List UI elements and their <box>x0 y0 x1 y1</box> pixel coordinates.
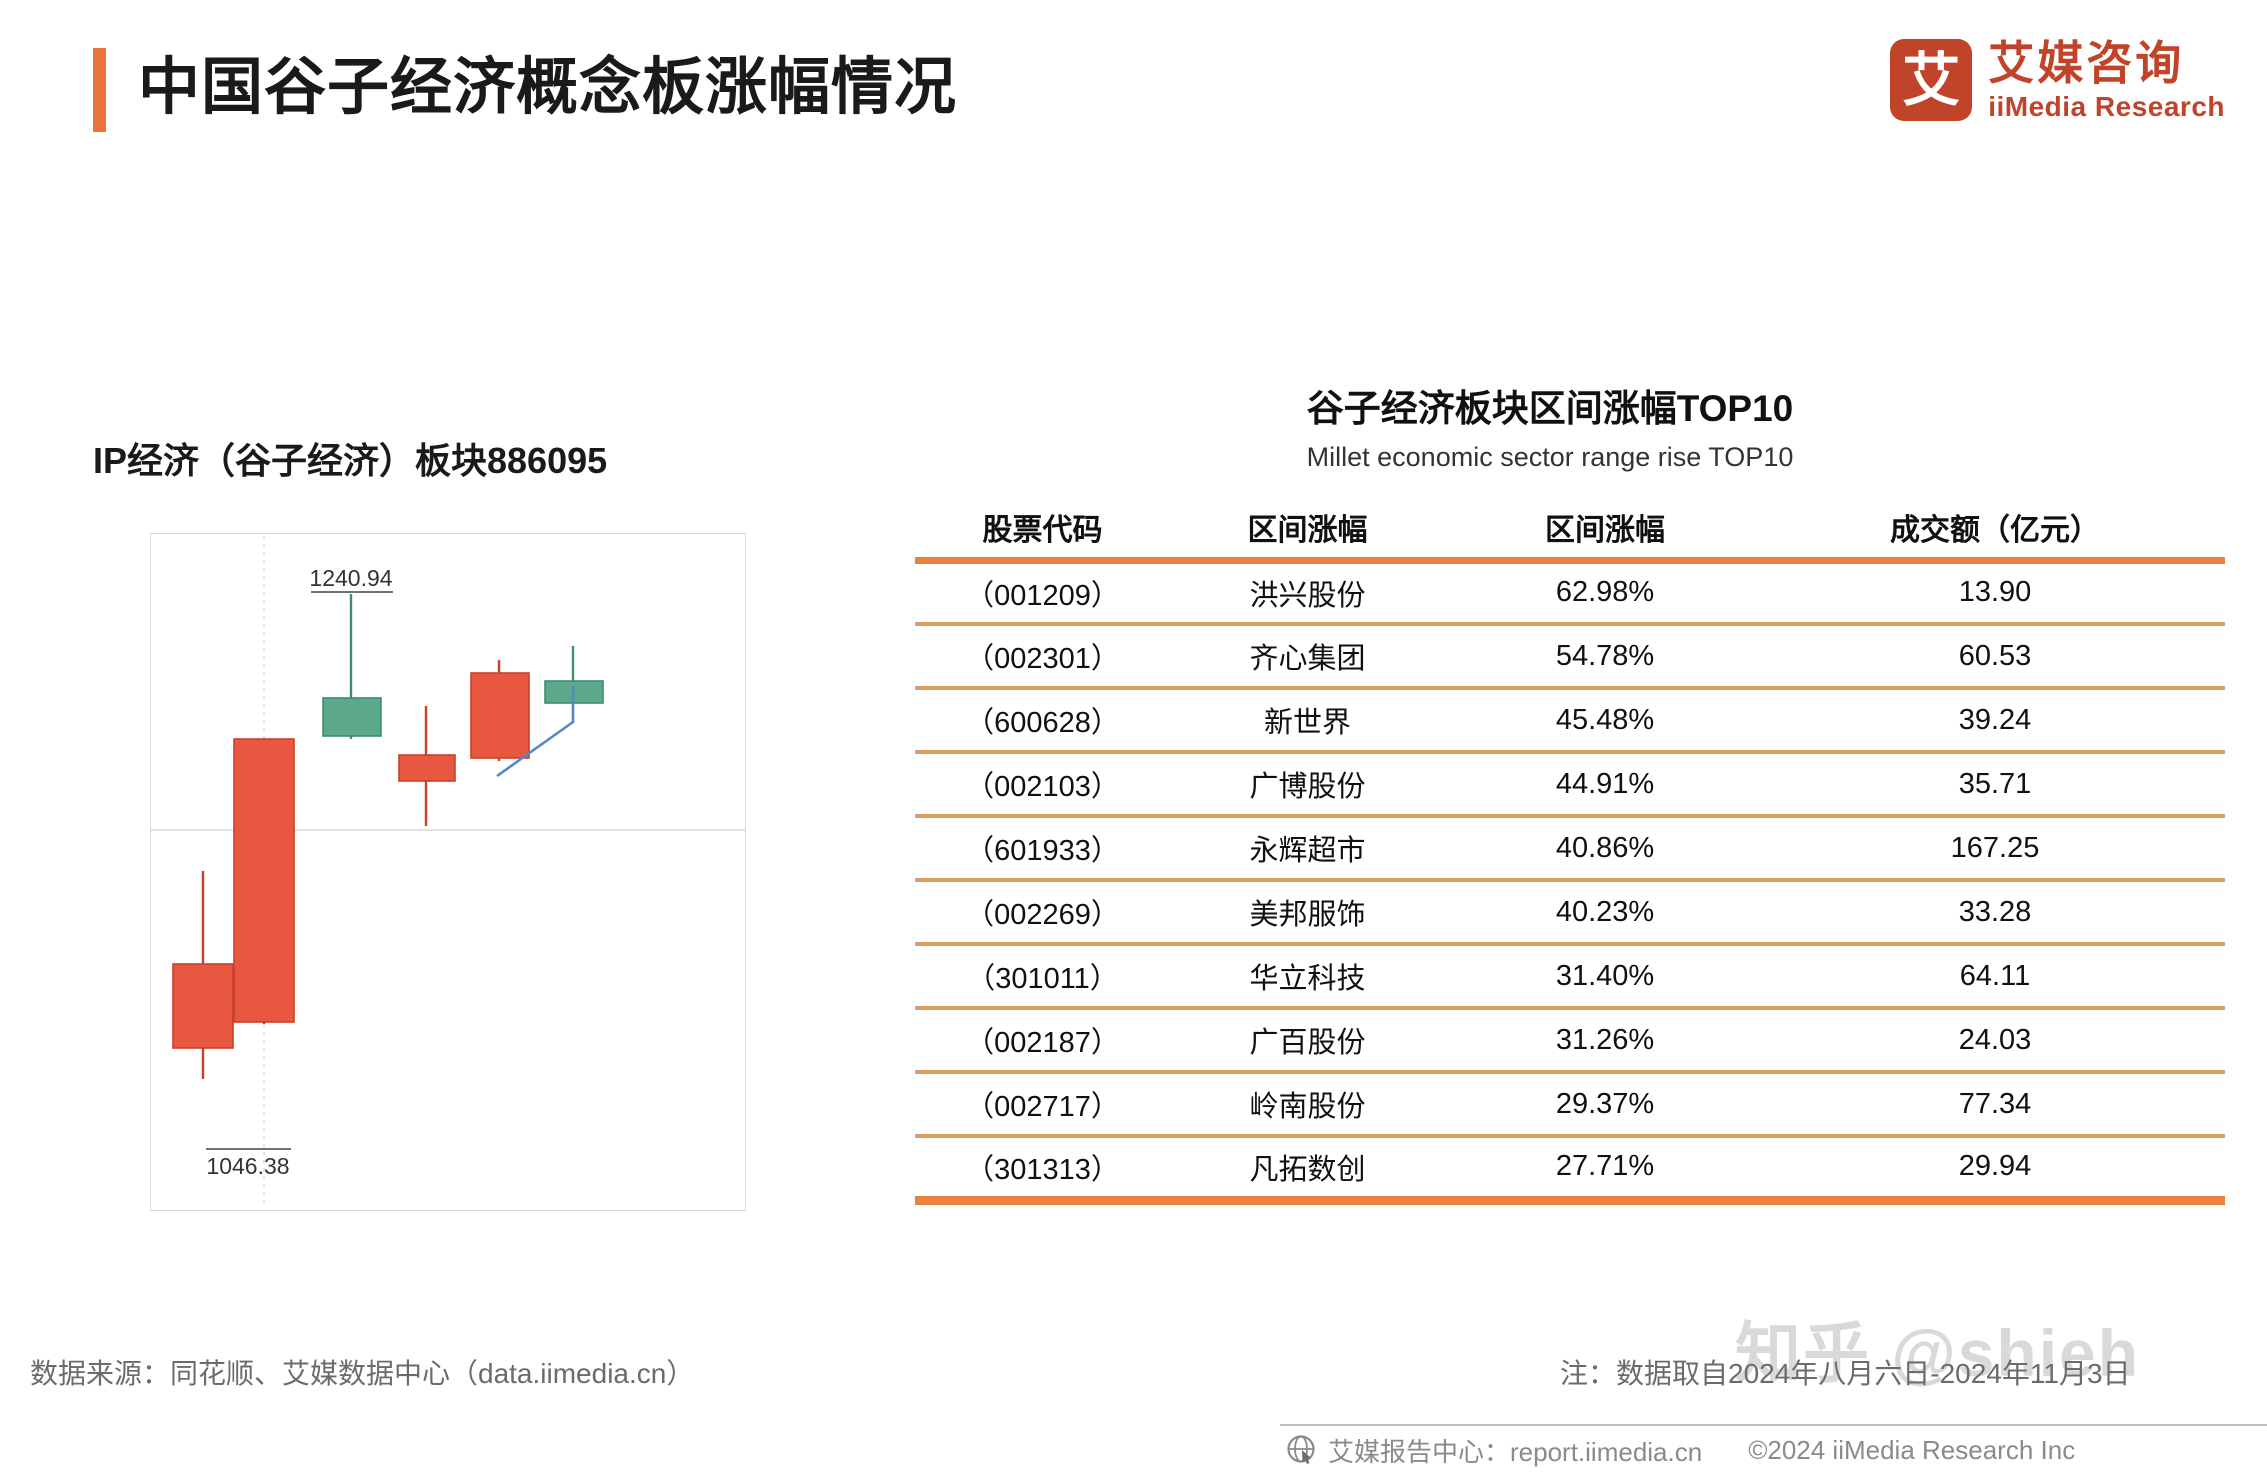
table-row: （002717） 岭南股份 29.37% 77.34 <box>915 1072 2225 1136</box>
annotation-low: 1046.38 <box>206 1148 291 1179</box>
table-cell-name: 齐心集团 <box>1249 643 1366 675</box>
candlestick-chart: 1240.94 1046.38 <box>150 533 746 1211</box>
bottom-bar: 艾媒报告中心：report.iimedia.cn ©2024 iiMedia R… <box>1280 1424 2267 1474</box>
table-row: （002269） 美邦服饰 40.23% 33.28 <box>915 880 2225 944</box>
candle-5 <box>470 660 530 761</box>
svg-text:1046.38: 1046.38 <box>206 1153 289 1179</box>
data-source-note: 数据来源：同花顺、艾媒数据中心（data.iimedia.cn） <box>30 1358 695 1389</box>
table-cell-turnover: 77.34 <box>1958 1087 2032 1120</box>
table-cell-name: 广博股份 <box>1249 771 1366 803</box>
logo-mark-icon: 艾 <box>1890 39 1973 121</box>
candle-4 <box>398 706 456 826</box>
table-cell-turnover: 64.11 <box>1959 959 2031 992</box>
table-cell-code: （002103） <box>965 771 1120 803</box>
annotation-high: 1240.94 <box>309 565 393 593</box>
table-cell-code: （002301） <box>965 643 1120 675</box>
table-row: （002301） 齐心集团 54.78% 60.53 <box>915 624 2225 688</box>
table-cell-code: （301011） <box>966 963 1119 995</box>
table-cell-rise: 44.91% <box>1555 767 1655 800</box>
table-cell-turnover: 35.71 <box>1958 767 2032 800</box>
table-cell-code: （002269） <box>965 899 1120 931</box>
table-cell-name: 永辉超市 <box>1249 835 1366 867</box>
table-row: （601933） 永辉超市 40.86% 167.25 <box>915 816 2225 880</box>
table-cell-turnover: 29.94 <box>1958 1150 2032 1183</box>
candle-2 <box>233 738 295 1024</box>
table-cell-rise: 31.40% <box>1555 959 1655 992</box>
table-cell-rise: 54.78% <box>1555 639 1655 672</box>
table-cell-code: （002187） <box>965 1027 1120 1059</box>
table-subtitle: Millet economic sector range rise TOP10 <box>1306 442 1794 472</box>
table-cell-name: 岭南股份 <box>1249 1091 1366 1123</box>
candle-3 <box>322 594 382 739</box>
logo-name-en: iiMedia Research <box>1988 91 2225 122</box>
table-row: （002103） 广博股份 44.91% 35.71 <box>915 752 2225 816</box>
table-cell-rise: 27.71% <box>1555 1150 1655 1183</box>
table-cell-name: 新世界 <box>1263 707 1351 739</box>
date-range-note: 注：数据取自2024年八月六日-2024年11月3日 <box>1560 1358 2131 1389</box>
report-center-link[interactable]: 艾媒报告中心：report.iimedia.cn <box>1328 1436 1703 1467</box>
table-cell-name: 洪兴股份 <box>1249 579 1366 612</box>
table-cell-rise: 40.23% <box>1555 895 1655 928</box>
table-row: （002187） 广百股份 31.26% 24.03 <box>915 1008 2225 1072</box>
table-cell-code: （001209） <box>965 579 1120 612</box>
table-cell-rise: 31.26% <box>1555 1023 1655 1056</box>
logo-name-cn: 艾媒咨询 <box>1988 37 2185 89</box>
table-cell-name: 华立科技 <box>1249 963 1366 995</box>
table-cell-rise: 29.37% <box>1555 1087 1655 1120</box>
table-cell-code: （301313） <box>965 1153 1120 1186</box>
candle-1 <box>172 871 234 1079</box>
table-cell-turnover: 167.25 <box>1950 831 2040 864</box>
table-cell-turnover: 13.90 <box>1958 576 2032 609</box>
table-cell-rise: 40.86% <box>1555 831 1655 864</box>
table-cell-rise: 62.98% <box>1555 576 1655 609</box>
copyright-text: ©2024 iiMedia Research Inc <box>1748 1434 2076 1465</box>
title-accent-bar <box>93 48 106 132</box>
column-header-code: 股票代码 <box>982 514 1103 548</box>
table-cell-code: （601933） <box>965 835 1120 867</box>
table-cell-name: 美邦服饰 <box>1249 899 1366 931</box>
table-body: （001209） 洪兴股份 62.98% 13.90 （002301） 齐心集团 54.78… <box>915 560 2225 1200</box>
table-panel: 谷子经济板块区间涨幅TOP10 Millet economic sector r… <box>900 0 2267 1474</box>
logo-text: 艾媒咨询 iiMedia Research <box>1988 36 2225 124</box>
brand-logo: 艾 艾媒咨询 iiMedia Research <box>1890 36 2225 124</box>
column-header-rise: 区间涨幅 <box>1545 514 1665 548</box>
table-row: （301011） 华立科技 31.40% 64.11 <box>915 944 2225 1008</box>
table-cell-turnover: 60.53 <box>1958 639 2032 672</box>
column-header-turnover: 成交额（亿元） <box>1890 514 2100 548</box>
table-cell-name: 凡拓数创 <box>1249 1153 1366 1186</box>
table-cell-name: 广百股份 <box>1249 1027 1366 1059</box>
table-cell-rise: 45.48% <box>1555 703 1655 736</box>
table-row: （301313） 凡拓数创 27.71% 29.94 <box>915 1136 2225 1200</box>
svg-text:1240.94: 1240.94 <box>309 565 392 591</box>
table-cell-code: （600628） <box>965 707 1120 739</box>
column-header-name: 区间涨幅 <box>1247 514 1368 548</box>
chart-caption: IP经济（谷子经济）板块886095 <box>93 440 608 481</box>
logo-mark-glyph: 艾 <box>1902 46 1961 114</box>
header: 中国谷子经济概念板涨幅情况 艾 艾媒咨询 iiMedia Research <box>0 0 2267 170</box>
candlestick-svg: 1240.94 1046.38 <box>151 536 745 1208</box>
chart-panel: IP经济（谷子经济）板块886095 <box>0 0 900 1474</box>
trend-overlay-line <box>496 686 575 778</box>
globe-icon <box>1287 1435 1315 1464</box>
table-row: （001209） 洪兴股份 62.98% 13.90 <box>915 560 2225 624</box>
table-title: 谷子经济板块区间涨幅TOP10 <box>1306 388 1794 429</box>
table-header-row: 股票代码 区间涨幅 区间涨幅 成交额（亿元） <box>915 498 2225 560</box>
table-cell-turnover: 24.03 <box>1958 1023 2032 1056</box>
table-cell-turnover: 33.28 <box>1958 895 2032 928</box>
table-cell-code: （002717） <box>965 1091 1120 1123</box>
top10-table: 股票代码 区间涨幅 区间涨幅 成交额（亿元） （001209） 洪兴股份 62.98… <box>915 498 2225 1205</box>
table-cell-turnover: 39.24 <box>1958 703 2032 736</box>
page-title: 中国谷子经济概念板涨幅情况 <box>138 53 958 122</box>
table-row: （600628） 新世界 45.48% 39.24 <box>915 688 2225 752</box>
